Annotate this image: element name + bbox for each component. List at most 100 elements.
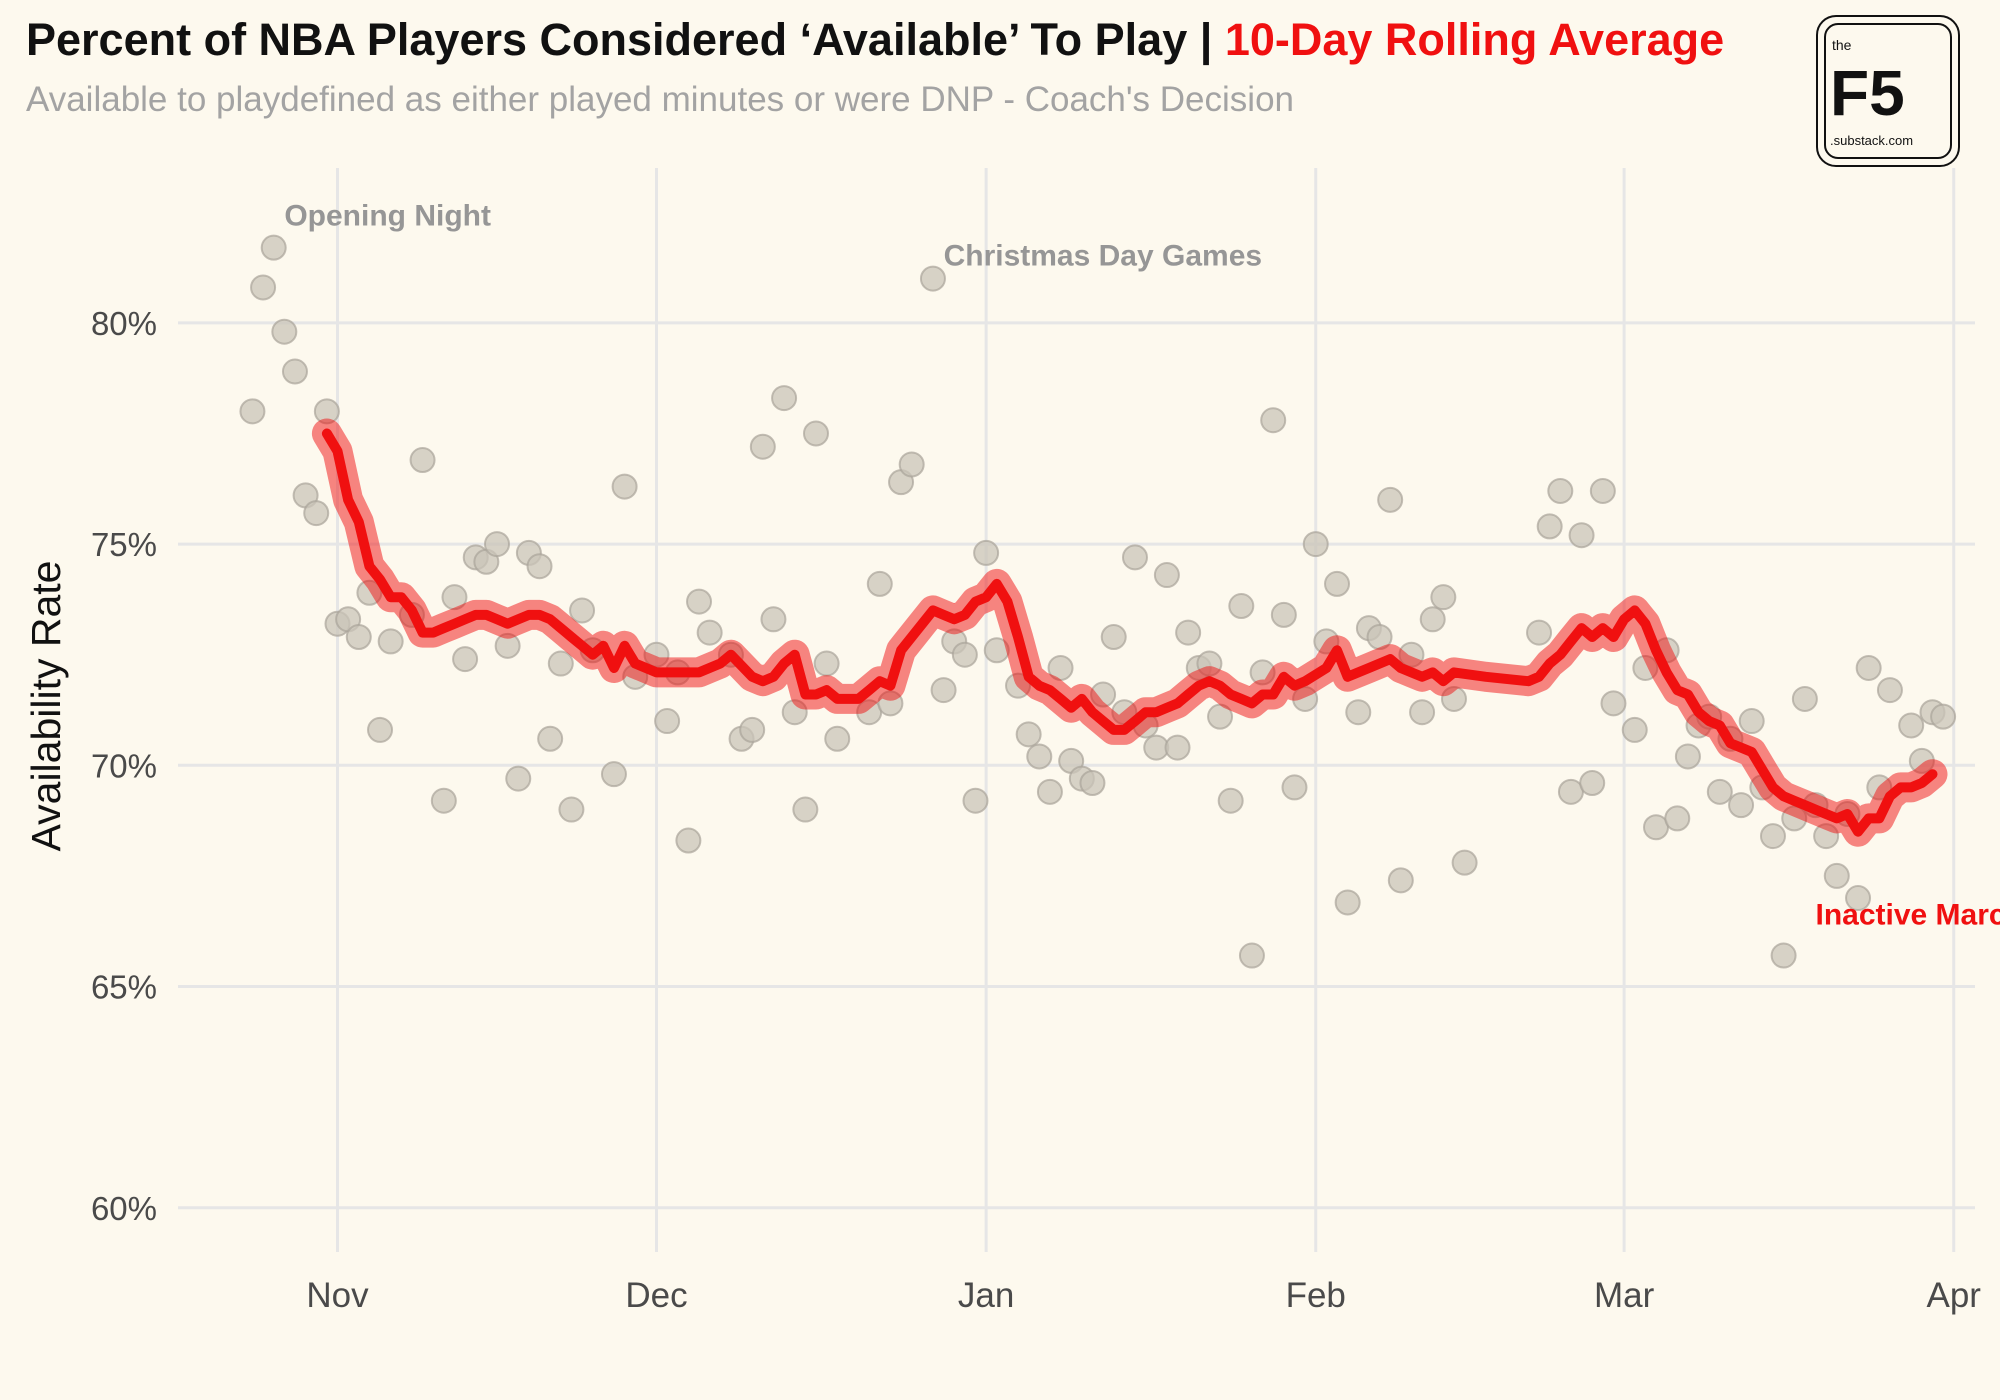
data-point [1823, 862, 1850, 889]
data-point [675, 827, 702, 854]
logo-bottom-text: .substack.com [1830, 133, 1914, 148]
logo-top-text: the [1832, 37, 1852, 53]
y-tick-label: 80% [91, 305, 157, 342]
x-tick-labels: Nov Dec Jan Feb Mar Apr [306, 1276, 1981, 1315]
data-point [1536, 513, 1563, 540]
data-point [1898, 712, 1925, 739]
data-point [1621, 716, 1648, 743]
data-point [1589, 477, 1616, 504]
x-tick-label: Apr [1926, 1276, 1981, 1315]
data-point [537, 725, 564, 752]
annotation-label: Inactive March [1816, 899, 2000, 932]
data-point [686, 588, 713, 615]
data-point [1026, 743, 1053, 770]
data-point [1791, 685, 1818, 712]
data-point [1845, 885, 1872, 912]
data-point [1930, 703, 1957, 730]
data-point [951, 641, 978, 668]
y-axis-label: Availability Rate [23, 561, 69, 852]
data-point [1568, 522, 1595, 549]
data-point [824, 725, 851, 752]
chart-subtitle: Available to playdefined as either playe… [26, 80, 1294, 119]
data-point [1759, 823, 1786, 850]
data-point [430, 787, 457, 814]
data-point [547, 650, 574, 677]
data-point [377, 628, 404, 655]
data-point [1377, 486, 1404, 513]
data-point [1526, 619, 1553, 646]
data-point [771, 385, 798, 412]
data-point [1706, 778, 1733, 805]
rolling-average-core [321, 428, 1938, 837]
data-point [898, 451, 925, 478]
data-point [1164, 734, 1191, 761]
data-point [483, 531, 510, 558]
data-point [696, 619, 723, 646]
data-point [1547, 477, 1574, 504]
data-point [1079, 770, 1106, 797]
data-point [1036, 778, 1063, 805]
data-point [1324, 570, 1351, 597]
data-point [526, 553, 553, 580]
data-point [1409, 699, 1436, 726]
logo-inner-border [1824, 23, 1952, 159]
data-point [1270, 601, 1297, 628]
data-point [281, 358, 308, 385]
data-point [1664, 805, 1691, 832]
data-point [1175, 619, 1202, 646]
data-point [1430, 584, 1457, 611]
data-point [367, 716, 394, 743]
f5-logo: the F5 .substack.com [1816, 15, 1960, 167]
y-tick-label: 65% [91, 969, 157, 1006]
chart-annotations: Opening Night Christmas Day Games Inactive… [284, 200, 2000, 932]
data-point [409, 447, 436, 474]
data-point [1100, 623, 1127, 650]
data-point [1419, 606, 1446, 633]
data-point [1855, 654, 1882, 681]
scatter-points [239, 234, 1957, 969]
x-tick-label: Nov [306, 1276, 369, 1315]
annotation-label: Opening Night [284, 200, 491, 233]
y-tick-label: 60% [91, 1190, 157, 1227]
data-point [813, 650, 840, 677]
data-point [962, 787, 989, 814]
title-accent: 10-Day Rolling Average [1224, 14, 1725, 65]
annotation-label: Christmas Day Games [944, 239, 1263, 272]
data-point [505, 765, 532, 792]
chart-title: Percent of NBA Players Considered ‘Avail… [26, 14, 1724, 66]
data-point [739, 716, 766, 743]
data-point [1770, 942, 1797, 969]
data-point [973, 539, 1000, 566]
y-tick-label: 70% [91, 747, 157, 784]
data-point [303, 500, 330, 527]
data-point [611, 473, 638, 500]
data-point [1217, 787, 1244, 814]
data-point [1281, 774, 1308, 801]
data-point [260, 234, 287, 261]
data-point [1387, 867, 1414, 894]
data-point [239, 398, 266, 425]
x-tick-label: Feb [1286, 1276, 1346, 1315]
data-point [345, 623, 372, 650]
y-tick-label: 75% [91, 526, 157, 563]
rolling-average-line [311, 418, 1948, 847]
x-tick-label: Jan [958, 1276, 1014, 1315]
data-point [1451, 849, 1478, 876]
data-point [760, 606, 787, 633]
data-point [1228, 593, 1255, 620]
data-point [749, 433, 776, 460]
data-point [569, 597, 596, 624]
data-point [1738, 708, 1765, 735]
data-point [452, 646, 479, 673]
data-point [930, 677, 957, 704]
data-point [866, 570, 893, 597]
data-point [558, 796, 585, 823]
data-point [1728, 792, 1755, 819]
x-tick-label: Dec [625, 1276, 687, 1315]
data-point [1121, 544, 1148, 571]
data-point [919, 265, 946, 292]
data-point [1238, 942, 1265, 969]
title-main: Percent of NBA Players Considered ‘Avail… [26, 14, 1225, 65]
data-point [1015, 721, 1042, 748]
